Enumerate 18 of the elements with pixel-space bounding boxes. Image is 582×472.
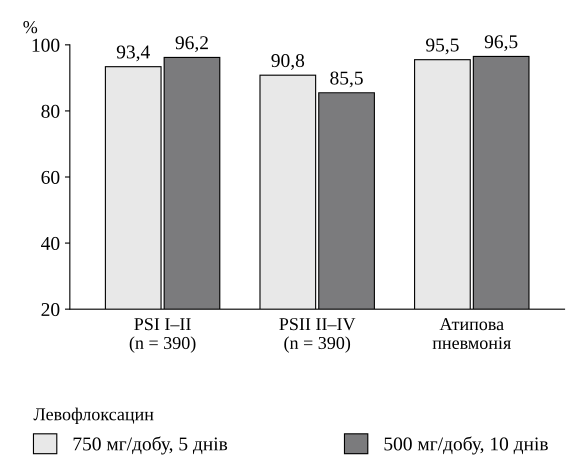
legend-title: Левофлоксацин (34, 408, 154, 424)
x-tick-label: PSII II–IV (n = 390) (279, 318, 356, 353)
data-label: 93,4 (116, 45, 150, 62)
y-tick-label: 20 (42, 302, 60, 316)
data-label: 96,2 (176, 36, 208, 52)
x-tick-label: PSI I–II (n = 390) (130, 318, 196, 353)
legend-label: 750 мг/добу, 5 днів (74, 436, 228, 454)
y-tick-label: 40 (41, 236, 60, 250)
y-tick-label: 60 (42, 170, 60, 184)
data-label: 95,5 (426, 38, 459, 54)
data-label: 90,8 (271, 54, 304, 70)
y-tick-label: 100 (32, 38, 60, 52)
y-tick-label: 80 (41, 104, 60, 118)
data-label: 96,5 (484, 35, 518, 52)
legend-label: 500 мг/добу, 10 днів (384, 436, 548, 454)
x-tick-label: Атипова пневмонія (432, 318, 511, 350)
y-axis-title: % (23, 21, 38, 34)
data-label: 85,5 (330, 72, 363, 88)
